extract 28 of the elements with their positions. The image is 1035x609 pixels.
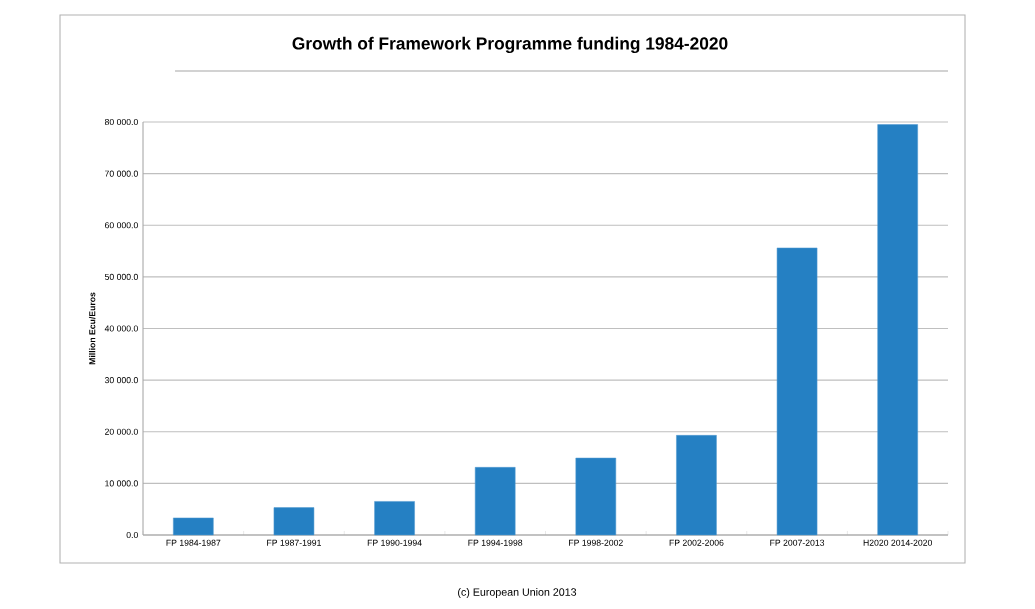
y-tick-label: 20 000.0: [105, 428, 138, 435]
chart-title: Growth of Framework Programme funding 1984-2020: [292, 36, 728, 54]
x-tick-label: FP 1998-2002: [569, 539, 623, 546]
bar: [273, 507, 315, 536]
x-tick-label: FP 1994-1998: [468, 539, 523, 546]
y-tick-label: 10 000.0: [105, 480, 138, 487]
text: (c) European Union 2013: [458, 588, 577, 598]
bar: [173, 517, 214, 536]
y-tick-label: 50 000.0: [104, 273, 138, 280]
x-tick-label: FP 1984-1987: [166, 539, 221, 546]
y-tick-label: 70 000.0: [105, 170, 138, 177]
x-tick-label: H2020 2014-2020: [863, 539, 933, 546]
bar: [374, 501, 415, 536]
x-tick-label: FP 1990-1994: [367, 539, 422, 546]
y-tick-label: 30 000.0: [104, 377, 138, 384]
bar: [877, 124, 918, 536]
y-tick-label: 40 000.0: [104, 325, 138, 332]
y-tick-label: 80 000.0: [104, 118, 138, 126]
bar: [575, 457, 617, 536]
bar: [776, 247, 818, 536]
bar: [474, 467, 516, 536]
x-tick-label: FP 2007-2013: [770, 539, 825, 546]
y-tick-label: 60 000.0: [105, 222, 138, 229]
x-tick-label: FP 2002-2006: [669, 539, 724, 546]
y-tick-label: 0.0: [126, 531, 138, 539]
y-axis-title: Million Ecu/Euros: [88, 292, 96, 365]
bar: [676, 435, 717, 536]
x-tick-label: FP 1987-1991: [267, 539, 321, 546]
